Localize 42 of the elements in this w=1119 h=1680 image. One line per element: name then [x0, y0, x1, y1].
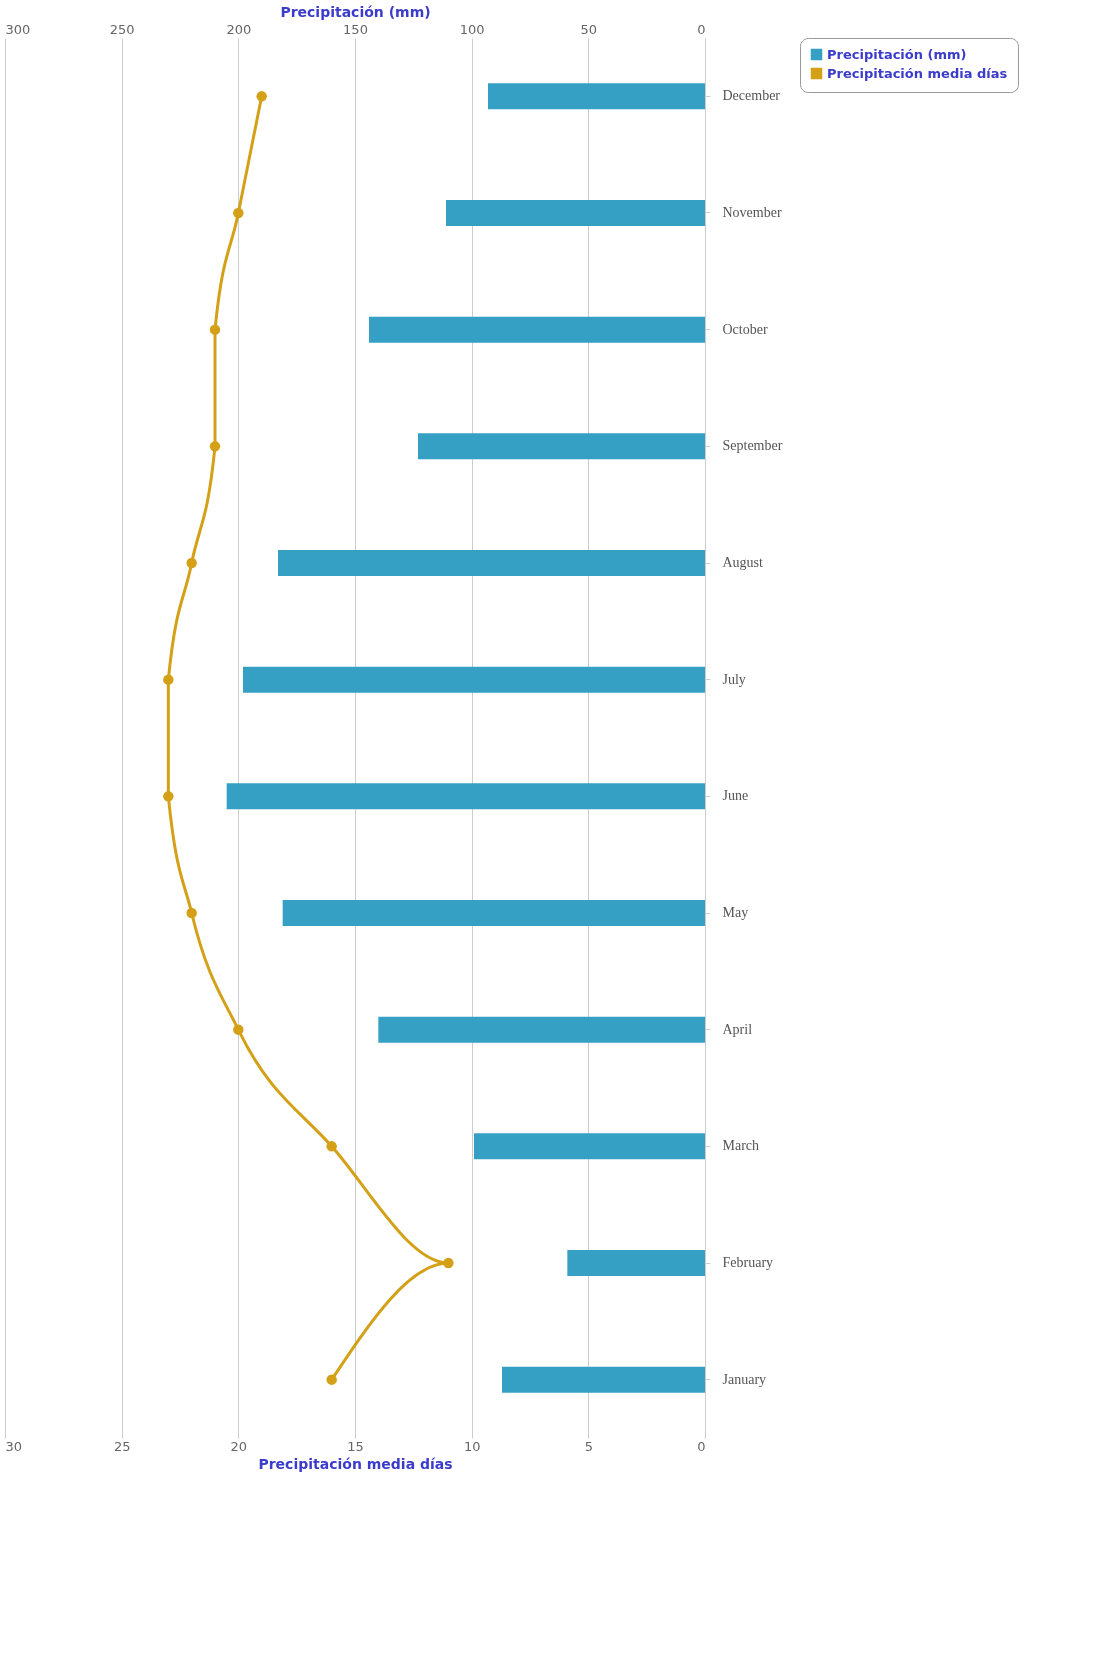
legend-label: Precipitación media días	[827, 65, 1008, 81]
x2-tick-label: 250	[109, 21, 135, 37]
y-tick-label: July	[722, 671, 746, 687]
point	[163, 674, 174, 685]
x2-tick-label: 0	[697, 21, 706, 37]
x2-tick-label: 200	[226, 21, 252, 37]
point	[233, 1024, 244, 1035]
y-tick-label: September	[722, 438, 783, 454]
point	[209, 324, 221, 335]
legend-label: Precipitación (mm)	[827, 46, 967, 62]
point	[256, 91, 267, 102]
x2-axis-title: Precipitación (mm)	[280, 3, 431, 20]
point	[326, 1374, 337, 1385]
point	[186, 907, 197, 919]
x-tick-label: 30	[5, 1438, 23, 1454]
point	[186, 557, 197, 569]
y-tick-label: June	[722, 788, 749, 804]
x2-tick-label: 100	[459, 21, 485, 37]
point	[443, 1257, 454, 1269]
point	[233, 207, 244, 219]
y-tick-label: March	[722, 1138, 760, 1154]
x-axis-title: Precipitación media días	[258, 1455, 453, 1472]
point	[209, 441, 221, 452]
x-tick-label: 10	[463, 1438, 481, 1454]
y-tick-label: October	[722, 321, 768, 337]
x-tick-label: 20	[230, 1438, 248, 1454]
x-tick-label: 0	[697, 1438, 706, 1454]
y-tick-label: April	[722, 1021, 753, 1037]
x-tick-label: 15	[347, 1438, 364, 1454]
x2-tick-label: 300	[5, 21, 31, 37]
x2-tick-label: 150	[343, 21, 368, 37]
x-tick-label: 25	[113, 1438, 131, 1454]
y-tick-label: November	[722, 205, 782, 220]
y-tick-label: August	[722, 555, 764, 570]
y-tick-label: January	[722, 1371, 767, 1387]
point	[163, 791, 174, 802]
x-tick-label: 5	[584, 1438, 593, 1454]
y-tick-label: May	[722, 905, 749, 920]
x2-tick-label: 50	[580, 21, 598, 37]
y-tick-label: February	[722, 1255, 774, 1270]
point	[326, 1141, 337, 1152]
y-tick-label: December	[722, 88, 781, 104]
